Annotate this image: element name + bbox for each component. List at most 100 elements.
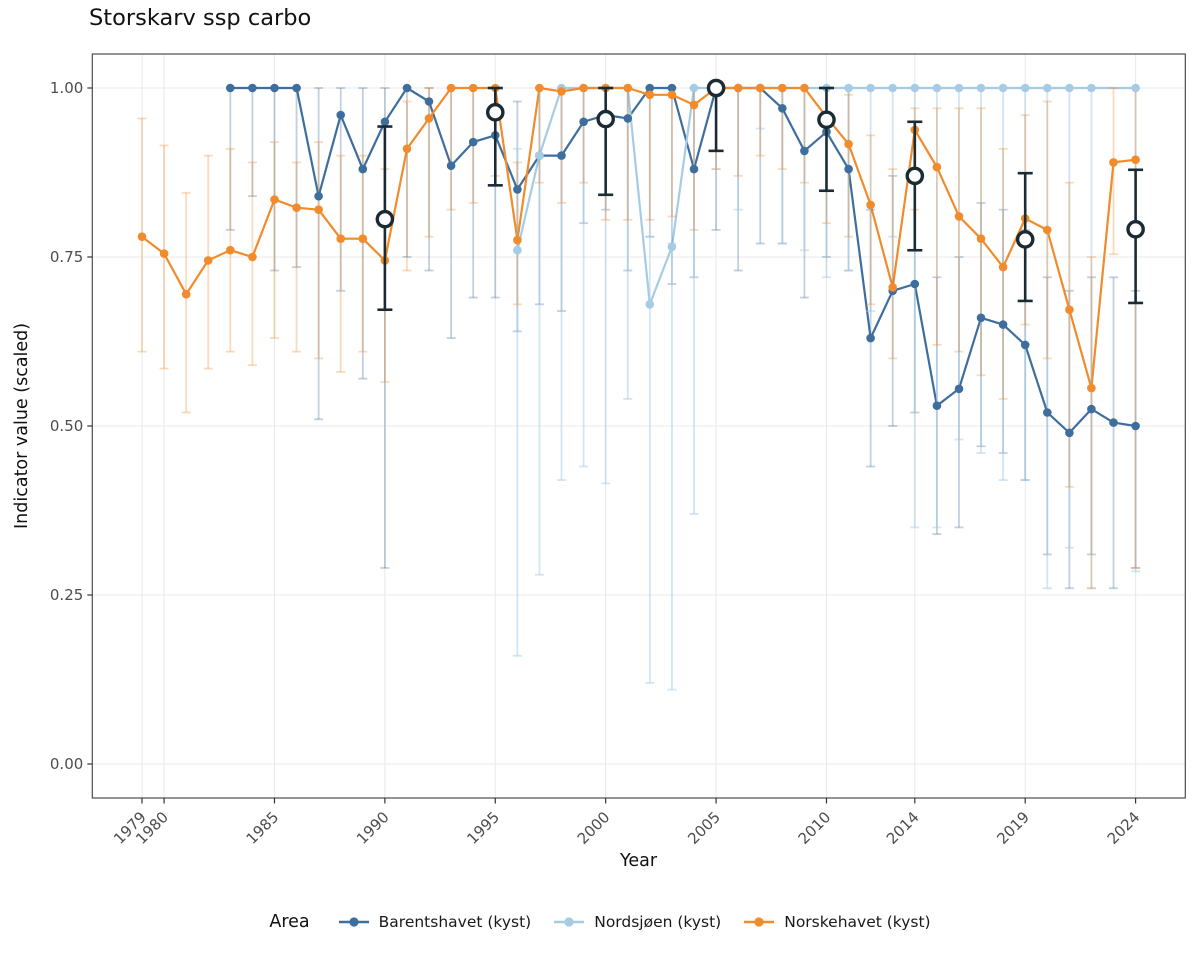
data-point bbox=[468, 137, 478, 147]
data-point bbox=[270, 83, 279, 93]
data-point bbox=[336, 110, 346, 120]
legend-item: Norskehavet (kyst) bbox=[741, 913, 931, 931]
data-point bbox=[424, 114, 434, 123]
data-point bbox=[844, 139, 853, 149]
data-point bbox=[998, 262, 1008, 272]
y-tick-label: 0.00 bbox=[50, 755, 83, 773]
data-point bbox=[513, 245, 522, 255]
data-point bbox=[1043, 225, 1052, 235]
data-point bbox=[998, 320, 1008, 329]
data-point bbox=[1131, 421, 1140, 431]
data-point bbox=[557, 87, 566, 96]
data-point bbox=[292, 203, 301, 212]
data-point bbox=[579, 117, 588, 127]
data-point bbox=[866, 200, 875, 210]
data-point bbox=[844, 83, 853, 93]
data-point bbox=[888, 283, 897, 292]
data-point bbox=[557, 151, 566, 160]
chart-title: Storskarv ssp carbo bbox=[89, 5, 312, 31]
data-point bbox=[910, 83, 920, 93]
data-point bbox=[976, 83, 986, 93]
data-point bbox=[1020, 340, 1030, 350]
data-point bbox=[866, 333, 875, 343]
assessment-point bbox=[905, 166, 925, 186]
data-point bbox=[932, 162, 942, 172]
data-point bbox=[446, 161, 456, 170]
data-point bbox=[623, 114, 633, 123]
data-point bbox=[1131, 83, 1140, 93]
data-point bbox=[910, 279, 920, 289]
x-tick-label: 1985 bbox=[243, 808, 283, 848]
data-point bbox=[270, 195, 279, 204]
data-point bbox=[203, 256, 213, 265]
legend-marker-icon bbox=[338, 917, 369, 927]
data-point bbox=[314, 191, 323, 201]
data-point bbox=[1087, 83, 1096, 93]
y-tick-label: 1.00 bbox=[50, 79, 83, 97]
x-tick-label: 2005 bbox=[684, 808, 724, 848]
legend: Area Barentshavet (kyst) Nordsjøen (kyst)… bbox=[0, 912, 1200, 932]
x-tick-label: 2019 bbox=[993, 808, 1033, 848]
y-tick-label: 0.25 bbox=[50, 586, 83, 604]
data-point bbox=[1131, 155, 1140, 164]
data-point bbox=[292, 83, 301, 93]
legend-item-label: Barentshavet (kyst) bbox=[378, 913, 532, 931]
series-line-0 bbox=[229, 86, 1137, 434]
data-point bbox=[645, 300, 655, 309]
data-point bbox=[689, 100, 699, 110]
x-axis-label: Year bbox=[619, 851, 658, 871]
data-point bbox=[513, 185, 522, 194]
data-point bbox=[689, 83, 699, 93]
series-line-2 bbox=[140, 86, 1137, 390]
ci-bars-2 bbox=[137, 87, 1141, 590]
data-point bbox=[248, 83, 257, 93]
data-point bbox=[1065, 428, 1074, 438]
gridlines bbox=[92, 54, 1186, 798]
data-point bbox=[380, 117, 390, 127]
data-point bbox=[800, 146, 809, 156]
data-point bbox=[976, 234, 986, 243]
data-point bbox=[358, 164, 368, 174]
data-point bbox=[137, 232, 147, 241]
data-point bbox=[932, 401, 942, 411]
assessment-point bbox=[706, 78, 726, 98]
data-point bbox=[248, 252, 257, 262]
data-point bbox=[667, 90, 677, 100]
y-tick-label: 0.50 bbox=[50, 417, 83, 435]
x-tick-label: 2014 bbox=[883, 808, 923, 848]
data-point bbox=[645, 83, 655, 93]
y-axis-label: Indicator value (scaled) bbox=[12, 322, 32, 530]
data-point bbox=[159, 249, 169, 258]
data-point bbox=[976, 313, 986, 323]
x-tick-label: 1995 bbox=[463, 808, 503, 848]
data-point bbox=[226, 245, 235, 255]
data-point bbox=[623, 83, 633, 93]
data-point bbox=[954, 384, 964, 394]
data-point bbox=[336, 234, 346, 243]
data-point bbox=[778, 83, 787, 93]
legend-item-label: Norskehavet (kyst) bbox=[784, 913, 931, 931]
data-point bbox=[1087, 383, 1096, 393]
data-point bbox=[1043, 408, 1052, 417]
x-tick-label: 2024 bbox=[1104, 808, 1144, 848]
data-point bbox=[954, 212, 964, 221]
data-point bbox=[468, 83, 478, 93]
data-point bbox=[513, 235, 522, 245]
data-point bbox=[954, 83, 964, 93]
x-tick-label: 1990 bbox=[353, 808, 393, 848]
data-point bbox=[1020, 83, 1030, 93]
data-point bbox=[888, 83, 897, 93]
data-point bbox=[932, 83, 942, 93]
y-tick-label: 0.75 bbox=[50, 248, 83, 266]
data-point bbox=[446, 83, 456, 93]
legend-marker-icon bbox=[744, 917, 775, 927]
data-point bbox=[1109, 158, 1118, 167]
assessment-point bbox=[375, 209, 395, 229]
data-point bbox=[1043, 83, 1052, 93]
data-point bbox=[424, 97, 434, 106]
data-point bbox=[667, 242, 677, 252]
data-point bbox=[645, 90, 655, 100]
